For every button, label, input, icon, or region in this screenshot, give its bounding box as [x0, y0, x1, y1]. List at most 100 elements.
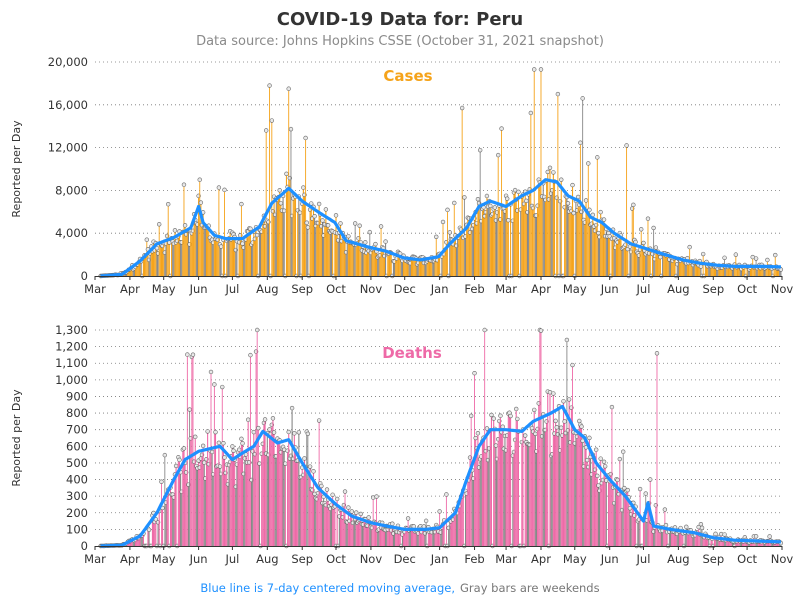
- cases-daily-bar: [425, 262, 427, 276]
- cases-daily-bar: [255, 227, 257, 276]
- deaths-daily-bar: [486, 428, 488, 546]
- deaths-daily-bar: [350, 513, 352, 546]
- cases-daily-point: [641, 240, 646, 246]
- deaths-daily-bar: [586, 460, 588, 546]
- deaths-daily-bar: [211, 451, 213, 546]
- deaths-daily-bar: [339, 509, 342, 546]
- cases-daily-point: [373, 241, 378, 247]
- cases-daily-bar: [767, 266, 770, 276]
- cases-daily-bar: [594, 230, 596, 276]
- cases-daily-bar: [383, 255, 385, 276]
- cases-daily-point: [698, 264, 704, 269]
- deaths-daily-bar: [326, 489, 328, 546]
- deaths-daily-bar: [599, 490, 601, 546]
- deaths-daily-point: [334, 496, 340, 502]
- cases-daily-point: [559, 177, 564, 182]
- deaths-daily-bar: [684, 532, 686, 546]
- cases-daily-point: [653, 245, 659, 250]
- cases-daily-point: [773, 252, 778, 258]
- deaths-daily-bar: [677, 530, 679, 546]
- cases-daily-bar: [556, 197, 558, 276]
- cases-daily-bar: [208, 225, 210, 276]
- cases-daily-bar: [191, 233, 193, 276]
- deaths-daily-bar: [512, 455, 514, 546]
- cases-daily-bar: [747, 266, 749, 276]
- deaths-daily-bar: [147, 528, 149, 546]
- deaths-daily-bar: [365, 525, 367, 546]
- cases-daily-bar: [717, 268, 719, 276]
- deaths-daily-bar: [707, 538, 709, 546]
- deaths-daily-bar: [151, 515, 153, 546]
- deaths-x-tick-label: Aug: [256, 552, 278, 566]
- deaths-daily-bar: [560, 427, 562, 546]
- deaths-daily-point: [538, 328, 544, 333]
- deaths-daily-bar: [584, 436, 586, 546]
- deaths-daily-bar: [208, 464, 210, 546]
- cases-daily-bar: [287, 186, 289, 276]
- deaths-daily-bar: [513, 452, 515, 546]
- deaths-daily-point: [622, 485, 627, 491]
- cases-daily-bar: [320, 226, 322, 276]
- deaths-daily-bar: [762, 540, 764, 546]
- deaths-x-tick-label: May: [563, 552, 587, 566]
- deaths-daily-bar: [252, 451, 254, 546]
- deaths-daily-bar: [274, 456, 276, 546]
- cases-daily-bar: [283, 210, 285, 276]
- cases-daily-bar: [205, 226, 208, 276]
- deaths-daily-bar: [430, 530, 432, 546]
- deaths-daily-bar: [529, 444, 531, 546]
- deaths-daily-bar: [182, 449, 184, 546]
- cases-daily-bar: [588, 209, 590, 276]
- deaths-daily-point: [648, 477, 653, 482]
- deaths-daily-bar: [531, 428, 533, 546]
- cases-daily-bar: [481, 208, 483, 276]
- deaths-daily-bar: [686, 531, 688, 546]
- deaths-daily-point: [187, 407, 192, 412]
- deaths-daily-bar: [432, 528, 434, 546]
- cases-daily-bar: [539, 182, 541, 276]
- cases-daily-bar: [150, 246, 152, 276]
- cases-daily-bar: [434, 259, 436, 276]
- deaths-daily-point: [202, 460, 207, 465]
- deaths-daily-bar: [158, 511, 160, 546]
- deaths-daily-bar: [157, 522, 159, 546]
- cases-daily-bar: [244, 239, 246, 276]
- cases-daily-bar: [400, 258, 402, 276]
- deaths-daily-bar: [264, 419, 266, 546]
- deaths-daily-point: [595, 473, 600, 479]
- cases-daily-bar: [181, 242, 183, 276]
- cases-bars: [98, 67, 784, 279]
- deaths-daily-bar: [140, 535, 142, 546]
- cases-daily-bar: [655, 247, 657, 276]
- deaths-daily-bar: [342, 517, 344, 546]
- deaths-daily-bar: [148, 529, 150, 546]
- cases-daily-bar: [681, 258, 683, 276]
- deaths-daily-bar: [650, 522, 652, 546]
- deaths-daily-bar: [657, 525, 659, 546]
- cases-daily-bar: [332, 231, 334, 276]
- deaths-daily-bar: [682, 533, 684, 546]
- cases-daily-bar: [756, 268, 758, 276]
- deaths-daily-bar: [704, 533, 706, 546]
- cases-daily-bar: [775, 266, 777, 276]
- cases-daily-bar: [241, 243, 244, 276]
- deaths-x-tick-label: Jul: [224, 552, 239, 566]
- deaths-daily-bar: [280, 452, 282, 546]
- deaths-daily-bar: [662, 530, 664, 546]
- cases-daily-bar: [262, 222, 264, 276]
- cases-daily-bar: [709, 265, 711, 276]
- deaths-daily-point: [637, 486, 643, 492]
- deaths-daily-bar: [129, 541, 131, 546]
- deaths-x-tick-label: Nov: [771, 552, 794, 566]
- cases-daily-bar: [567, 203, 569, 276]
- deaths-daily-point: [254, 327, 260, 333]
- deaths-daily-bar: [528, 444, 530, 546]
- cases-daily-bar: [160, 245, 162, 276]
- cases-daily-point: [222, 187, 227, 193]
- cases-daily-point: [512, 187, 518, 193]
- deaths-daily-bar: [137, 538, 139, 546]
- cases-daily-bar: [623, 246, 625, 276]
- deaths-daily-point: [562, 419, 567, 424]
- cases-daily-bar: [151, 251, 153, 276]
- deaths-daily-bar: [468, 480, 470, 546]
